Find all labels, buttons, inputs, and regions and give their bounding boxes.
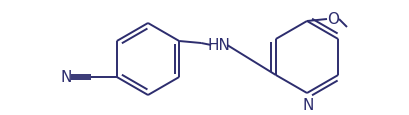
Text: HN: HN bbox=[207, 38, 230, 53]
Text: N: N bbox=[60, 70, 71, 85]
Text: N: N bbox=[301, 97, 313, 112]
Text: O: O bbox=[326, 11, 338, 26]
